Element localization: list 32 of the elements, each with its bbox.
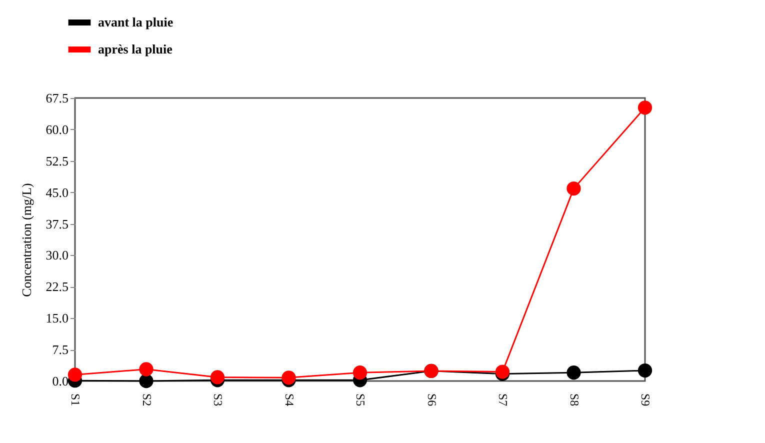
y-tick-label: 15.0 [46,310,68,326]
y-tick-label: 45.0 [46,184,68,200]
x-tick-label: S6 [424,394,439,406]
x-tick-label: S3 [211,394,225,406]
point [566,182,581,196]
x-tick-label: S5 [354,394,368,406]
x-tick-label: S2 [140,394,154,406]
point [139,362,154,376]
y-tick-label: 22.5 [46,279,68,294]
point [638,363,652,378]
point [352,366,368,380]
y-tick-label: 60.0 [46,122,68,137]
y-tick-label: 52.5 [46,153,68,168]
x-tick-label: S8 [567,394,582,406]
y-tick-label: 7.5 [52,342,68,358]
point [68,368,82,382]
x-tick-label: S7 [496,394,510,406]
y-tick-label: 0.0 [52,374,68,388]
point [638,100,652,115]
y-tick-label: 37.5 [46,216,68,232]
y-tick-label: 30.0 [46,248,68,263]
legend-label: avant la pluie [98,14,174,30]
point [139,374,154,388]
x-tick-label: S1 [68,394,82,406]
x-tick-label: S9 [638,394,652,406]
legend-label: après la pluie [98,42,173,56]
y-tick-label: 67.5 [46,90,68,106]
x-tick-label: S4 [282,394,296,406]
y-axis-title: Concentration (mg/L) [18,183,34,297]
point [282,370,296,385]
point [566,366,581,380]
point [210,370,225,384]
